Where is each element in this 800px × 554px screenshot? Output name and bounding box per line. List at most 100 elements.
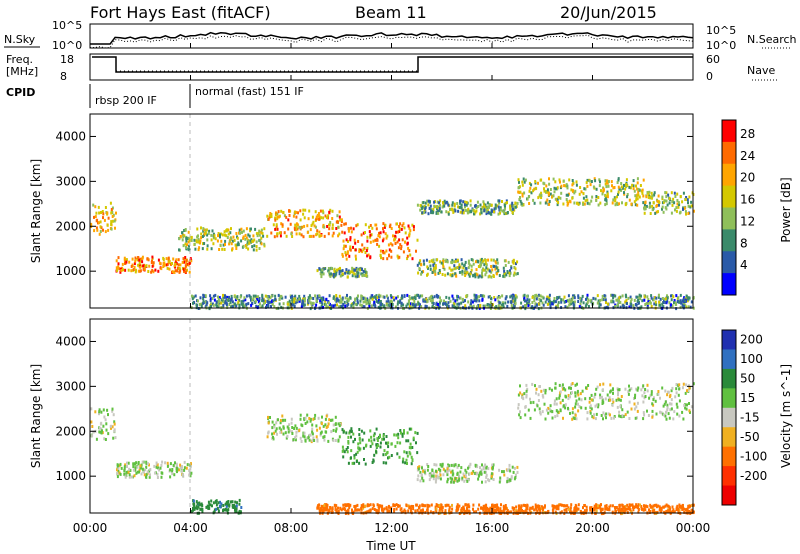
power-cell bbox=[192, 295, 195, 299]
velocity-cell bbox=[627, 392, 630, 396]
power-cell bbox=[606, 195, 609, 199]
velocity-cell bbox=[405, 439, 408, 443]
power-cell bbox=[488, 205, 490, 209]
power-cell bbox=[463, 264, 466, 268]
power-cell bbox=[434, 266, 437, 270]
velocity-cell bbox=[287, 427, 290, 431]
velocity-cell bbox=[101, 431, 104, 435]
power-cell bbox=[651, 194, 654, 198]
power-cell bbox=[496, 258, 499, 262]
power-cell bbox=[433, 261, 436, 265]
velocity-cell bbox=[351, 508, 353, 512]
power-cell bbox=[193, 242, 196, 246]
velocity-cell bbox=[426, 463, 429, 466]
power-cell bbox=[589, 299, 592, 303]
power-cell bbox=[572, 300, 574, 304]
power-cell bbox=[684, 198, 687, 201]
velocity-cell bbox=[149, 468, 152, 471]
velocity-cell bbox=[602, 382, 605, 386]
velocity-cell bbox=[124, 463, 127, 467]
power-cell bbox=[312, 220, 315, 224]
velocity-cell bbox=[390, 442, 393, 446]
velocity-cell bbox=[589, 411, 592, 415]
power-cell bbox=[351, 270, 354, 274]
power-cell bbox=[277, 293, 280, 297]
velocity-cell bbox=[491, 506, 494, 510]
velocity-cell bbox=[594, 417, 597, 421]
power-cell bbox=[364, 251, 367, 254]
power-cell bbox=[436, 294, 439, 298]
power-cell bbox=[106, 223, 109, 227]
power-cell bbox=[314, 210, 317, 214]
power-cell bbox=[664, 206, 667, 210]
power-cell bbox=[498, 208, 501, 212]
power-cell bbox=[552, 194, 555, 198]
power-cell bbox=[226, 236, 229, 239]
velocity-cell bbox=[488, 479, 491, 483]
velocity-cell bbox=[427, 504, 430, 508]
velocity-cell bbox=[535, 505, 538, 508]
velocity-cell bbox=[643, 391, 646, 395]
power-cell bbox=[151, 255, 154, 259]
power-cell bbox=[361, 267, 363, 271]
power-cell bbox=[641, 191, 644, 195]
power-cell bbox=[255, 248, 258, 252]
velocity-cell bbox=[482, 508, 485, 512]
velocity-cell bbox=[183, 466, 186, 470]
power-cell bbox=[360, 233, 363, 237]
velocity-cell bbox=[479, 466, 481, 470]
power-cell bbox=[121, 262, 124, 266]
power-cell bbox=[137, 269, 140, 273]
velocity-cell bbox=[105, 422, 108, 426]
power-cell bbox=[429, 267, 432, 271]
power-cell bbox=[471, 258, 474, 262]
velocity-cell bbox=[302, 434, 305, 438]
velocity-cell bbox=[104, 438, 107, 441]
power-cell bbox=[504, 297, 507, 301]
power-cell bbox=[338, 232, 341, 236]
noise-left-bottom: 10^0 bbox=[52, 39, 82, 52]
power-cell bbox=[538, 293, 540, 297]
power-cell bbox=[461, 269, 464, 273]
velocity-cell bbox=[559, 408, 562, 412]
power-cell bbox=[490, 203, 493, 207]
power-cell bbox=[557, 201, 560, 204]
power-cell bbox=[289, 222, 292, 226]
velocity-cell bbox=[193, 507, 196, 511]
velocity-cell bbox=[386, 450, 389, 454]
velocity-cell bbox=[110, 426, 112, 430]
power-cell bbox=[117, 266, 120, 270]
power-cell bbox=[217, 232, 220, 235]
power-cell bbox=[486, 209, 489, 213]
velocity-cell bbox=[511, 465, 514, 469]
velocity-cell bbox=[541, 393, 544, 397]
power-cell bbox=[571, 183, 574, 187]
velocity-cell bbox=[644, 504, 647, 508]
power-cell bbox=[378, 235, 381, 239]
power-cell bbox=[599, 180, 601, 184]
velocity-cell bbox=[608, 396, 611, 400]
power-cell bbox=[214, 237, 217, 241]
power-cell bbox=[611, 201, 614, 205]
velocity-cell bbox=[633, 402, 636, 406]
velocity-cell bbox=[519, 391, 522, 395]
velocity-cell bbox=[461, 507, 464, 510]
velocity-cell bbox=[272, 435, 274, 439]
power-cell bbox=[254, 227, 257, 231]
power-cell bbox=[432, 207, 435, 211]
velocity-cell bbox=[382, 434, 385, 438]
velocity-cell bbox=[302, 431, 305, 435]
power-cell bbox=[259, 238, 262, 242]
velocity-cell bbox=[505, 506, 508, 510]
power-cell bbox=[420, 263, 423, 267]
power-cell bbox=[620, 188, 623, 192]
velocity-cell bbox=[506, 468, 509, 472]
power-cell bbox=[97, 205, 100, 209]
velocity-cell bbox=[621, 414, 624, 418]
velocity-cell bbox=[595, 387, 598, 391]
power-cell bbox=[348, 227, 351, 231]
velocity-cell bbox=[574, 383, 577, 387]
power-cell bbox=[396, 295, 399, 299]
power-cell bbox=[439, 296, 441, 300]
velocity-cell bbox=[521, 393, 524, 397]
